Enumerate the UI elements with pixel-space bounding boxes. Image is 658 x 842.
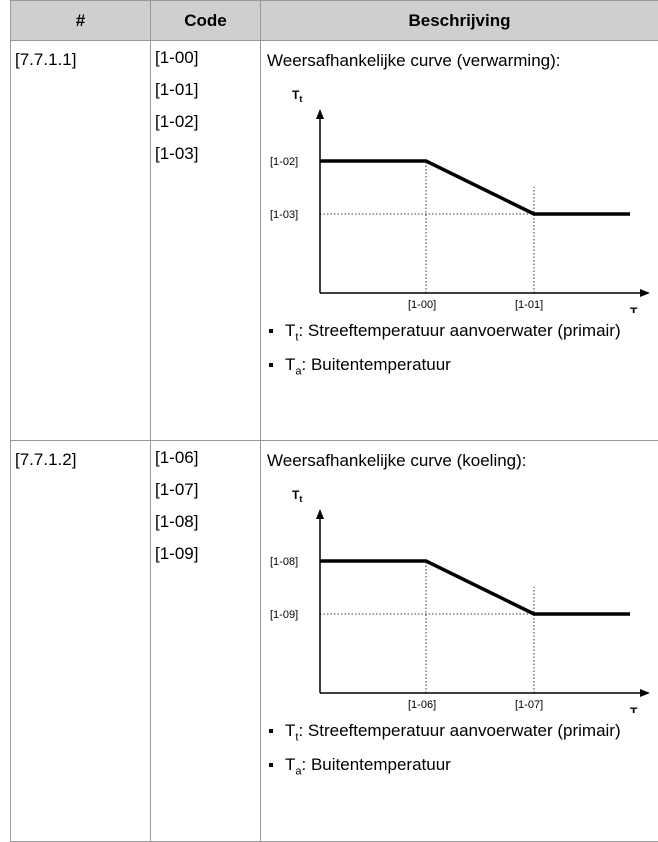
x-tick-label: [1-06] (408, 699, 436, 711)
code-item: [1-06] (155, 447, 260, 468)
legend-list: Tt: Streeftemperatuur aanvoerwater (prim… (262, 719, 657, 784)
x-axis-label: Ta (630, 305, 643, 313)
legend-item: Ta: Buitentemperatuur (267, 753, 657, 783)
legend-list: Tt: Streeftemperatuur aanvoerwater (prim… (262, 319, 657, 384)
description-cell: Weersafhankelijke curve (verwarming): Tt… (261, 41, 658, 441)
code-item: [1-07] (155, 479, 260, 500)
y-axis-label: Tt (292, 488, 302, 504)
bullet-icon (269, 729, 273, 733)
bullet-icon (269, 329, 273, 333)
y-axis-arrow-icon (316, 509, 324, 519)
setting-id: [7.7.1.2] (11, 441, 151, 842)
curve-title: Weersafhankelijke curve (koeling): (267, 450, 657, 471)
header-number: # (11, 1, 151, 41)
x-axis-arrow-icon (640, 689, 650, 697)
heating-curve-diagram: Tt Ta [1-02] [1-03] [1-00] [1-01] (262, 71, 658, 313)
legend-item: Ta: Buitentemperatuur (267, 353, 657, 383)
header-code: Code (151, 1, 261, 41)
y-tick-label: [1-08] (270, 556, 298, 568)
x-tick-label: [1-07] (515, 699, 543, 711)
x-axis-arrow-icon (640, 289, 650, 297)
bullet-icon (269, 763, 273, 767)
code-list: [1-06] [1-07] [1-08] [1-09] (151, 441, 261, 842)
description-cell: Weersafhankelijke curve (koeling): Tt Ta… (261, 441, 658, 842)
bullet-icon (269, 363, 273, 367)
header-row: # Code Beschrijving (11, 1, 658, 41)
table-row: [7.7.1.1] [1-00] [1-01] [1-02] [1-03] We… (11, 41, 658, 441)
code-item: [1-03] (155, 143, 260, 164)
cooling-curve-diagram: Tt Ta [1-08] [1-09] [1-06] [1-07] (262, 471, 658, 713)
y-axis-arrow-icon (316, 109, 324, 119)
code-item: [1-09] (155, 543, 260, 564)
legend-item: Tt: Streeftemperatuur aanvoerwater (prim… (267, 319, 657, 349)
code-item: [1-00] (155, 47, 260, 68)
y-tick-label: [1-03] (270, 209, 298, 221)
table-row: [7.7.1.2] [1-06] [1-07] [1-08] [1-09] We… (11, 441, 658, 842)
y-tick-label: [1-02] (270, 156, 298, 168)
y-tick-label: [1-09] (270, 609, 298, 621)
code-list: [1-00] [1-01] [1-02] [1-03] (151, 41, 261, 441)
header-description: Beschrijving (261, 1, 658, 41)
curve-line (320, 561, 630, 614)
setting-id: [7.7.1.1] (11, 41, 151, 441)
curve-line (320, 161, 630, 214)
code-item: [1-01] (155, 79, 260, 100)
x-axis-label: Ta (630, 705, 643, 713)
code-item: [1-02] (155, 111, 260, 132)
settings-table: # Code Beschrijving [7.7.1.1] [1-00] [1-… (10, 0, 658, 842)
x-tick-label: [1-01] (515, 299, 543, 311)
legend-item: Tt: Streeftemperatuur aanvoerwater (prim… (267, 719, 657, 749)
curve-title: Weersafhankelijke curve (verwarming): (267, 50, 657, 71)
y-axis-label: Tt (292, 88, 302, 104)
x-tick-label: [1-00] (408, 299, 436, 311)
code-item: [1-08] (155, 511, 260, 532)
